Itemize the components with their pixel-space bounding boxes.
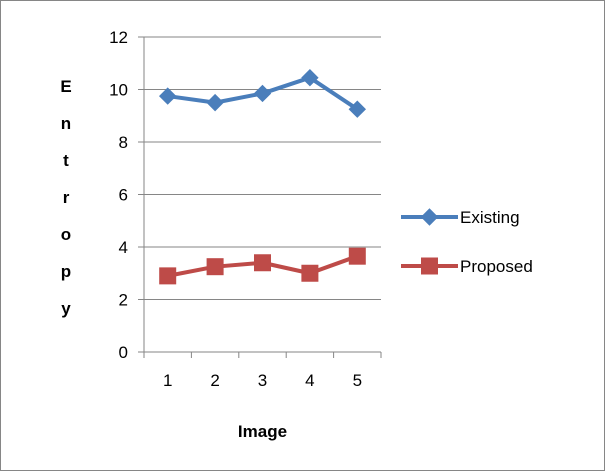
- y-axis-title-letter: r: [63, 188, 70, 207]
- y-tick-label: 12: [109, 28, 128, 47]
- x-tick-label: 1: [163, 371, 172, 390]
- y-axis-title-letter: y: [61, 299, 71, 318]
- x-tick-label: 3: [258, 371, 267, 390]
- y-axis-title-letter: n: [61, 114, 71, 133]
- x-axis-title: Image: [238, 422, 287, 441]
- y-tick-label: 8: [119, 133, 128, 152]
- data-point-existing: [206, 93, 224, 112]
- data-point-proposed: [159, 267, 177, 285]
- y-axis-title-letter: o: [61, 225, 71, 244]
- y-tick-label: 0: [119, 343, 128, 362]
- legend-label-existing: Existing: [460, 208, 520, 227]
- y-tick-label: 6: [119, 186, 128, 205]
- y-axis-title-letter: p: [61, 262, 71, 281]
- x-tick-label: 5: [353, 371, 362, 390]
- y-tick-label: 10: [109, 81, 128, 100]
- x-tick-label: 4: [305, 371, 314, 390]
- y-axis-title-letter: t: [63, 151, 69, 170]
- legend-marker-existing: [420, 208, 439, 226]
- data-point-existing: [301, 68, 319, 87]
- data-point-existing: [158, 87, 177, 105]
- y-axis-title-letter: E: [60, 77, 71, 96]
- data-point-proposed: [348, 247, 366, 265]
- data-point-proposed: [206, 258, 224, 276]
- y-tick-label: 2: [119, 291, 128, 310]
- data-point-proposed: [254, 254, 271, 272]
- legend-marker-proposed: [421, 257, 438, 275]
- x-tick-label: 2: [210, 371, 219, 390]
- y-tick-label: 4: [119, 238, 128, 257]
- data-point-proposed: [301, 264, 319, 282]
- data-point-existing: [253, 84, 272, 103]
- data-point-existing: [348, 100, 367, 118]
- legend-label-proposed: Proposed: [460, 257, 533, 276]
